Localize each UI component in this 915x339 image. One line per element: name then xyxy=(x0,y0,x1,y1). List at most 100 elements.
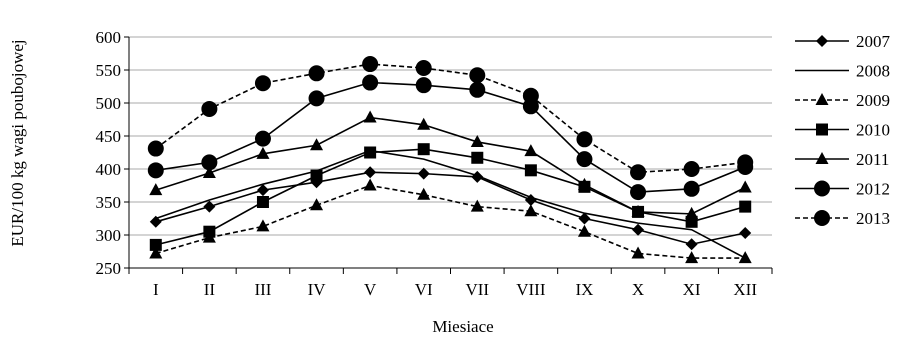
data-point xyxy=(470,134,484,147)
x-tick-label: XI xyxy=(683,280,701,299)
legend-item: 2009 xyxy=(795,91,890,110)
legend-item: 2011 xyxy=(795,150,889,169)
data-point xyxy=(149,183,163,196)
legend-item: 2007 xyxy=(795,32,891,51)
data-point xyxy=(310,169,323,182)
data-point xyxy=(364,166,377,179)
data-point xyxy=(415,60,432,77)
data-point xyxy=(308,65,325,82)
legend: 2007 2008 2009 2010 2011 2012 2013 xyxy=(795,32,891,228)
x-tick-label: III xyxy=(254,280,271,299)
x-tick-label: II xyxy=(204,280,216,299)
y-tick-label: 400 xyxy=(96,160,122,179)
data-point xyxy=(524,164,537,177)
data-point xyxy=(363,178,377,191)
data-point xyxy=(149,215,162,228)
legend-label: 2010 xyxy=(856,121,890,140)
legend-label: 2013 xyxy=(856,209,890,228)
y-axis-title: EUR/100 kg wagi poubojowej xyxy=(8,39,27,246)
data-point xyxy=(202,165,216,178)
data-point xyxy=(254,130,271,147)
x-tick-label: I xyxy=(153,280,159,299)
x-tick-label: IV xyxy=(308,280,327,299)
data-point xyxy=(630,164,647,181)
data-point xyxy=(310,198,324,211)
data-point xyxy=(739,227,752,240)
legend-label: 2007 xyxy=(856,32,891,51)
data-point xyxy=(685,206,699,219)
data-point xyxy=(632,223,645,236)
data-point xyxy=(310,138,324,151)
data-point xyxy=(256,196,269,208)
x-tick-label: VI xyxy=(415,280,433,299)
series-line xyxy=(155,148,746,246)
data-point xyxy=(362,74,379,91)
x-tick-label: IX xyxy=(575,280,593,299)
data-point xyxy=(256,219,270,232)
data-point xyxy=(737,154,754,171)
data-point xyxy=(631,246,645,259)
data-point xyxy=(256,146,270,159)
data-point xyxy=(738,180,752,193)
data-point xyxy=(147,162,164,179)
legend-marker xyxy=(816,123,828,136)
series-line xyxy=(155,149,746,259)
x-tick-label: VII xyxy=(465,280,489,299)
data-point xyxy=(364,146,377,159)
x-tick-label: X xyxy=(632,280,644,299)
data-point xyxy=(683,161,700,177)
series-line xyxy=(155,171,746,246)
legend-label: 2011 xyxy=(856,150,889,169)
data-point xyxy=(362,56,379,73)
data-point xyxy=(417,187,431,200)
legend-item: 2013 xyxy=(795,209,890,228)
data-point xyxy=(578,212,591,225)
y-tick-label: 450 xyxy=(96,127,122,146)
x-tick-label: V xyxy=(364,280,377,299)
series-line xyxy=(155,184,746,259)
data-point xyxy=(147,140,164,157)
legend-label: 2008 xyxy=(856,62,890,81)
data-point xyxy=(203,225,216,238)
data-point xyxy=(576,131,593,148)
data-point xyxy=(685,238,698,251)
data-point xyxy=(524,204,538,217)
data-point xyxy=(201,154,218,171)
series-line xyxy=(155,63,746,174)
data-point xyxy=(203,200,216,213)
y-tick-label: 350 xyxy=(96,193,122,212)
data-point xyxy=(683,180,700,197)
data-point xyxy=(256,184,269,197)
series-2012 xyxy=(147,74,754,201)
data-point xyxy=(738,251,752,264)
y-tick-label: 300 xyxy=(96,226,122,245)
data-point xyxy=(576,151,593,168)
series-2013 xyxy=(147,56,754,181)
series-2011 xyxy=(149,110,752,219)
data-point xyxy=(308,90,325,107)
legend-marker xyxy=(815,152,829,164)
data-point xyxy=(630,184,647,201)
data-point xyxy=(524,144,538,157)
plot-area xyxy=(147,56,754,264)
legend-marker xyxy=(816,35,828,47)
data-point xyxy=(201,100,218,117)
x-axis-title: Miesiace xyxy=(432,317,493,336)
data-point xyxy=(254,75,271,92)
y-tick-label: 500 xyxy=(96,94,122,113)
y-tick-label: 550 xyxy=(96,61,122,80)
data-point xyxy=(577,177,591,190)
legend-label: 2012 xyxy=(856,180,890,199)
y-tick-label: 600 xyxy=(96,28,122,47)
data-point xyxy=(631,204,645,217)
series-line xyxy=(155,81,746,193)
x-tick-label: VIII xyxy=(516,280,546,299)
legend-marker xyxy=(814,210,830,226)
data-point xyxy=(469,81,486,98)
data-point xyxy=(415,77,432,94)
data-point xyxy=(417,117,431,130)
data-point xyxy=(417,167,430,180)
legend-item: 2010 xyxy=(795,121,890,140)
